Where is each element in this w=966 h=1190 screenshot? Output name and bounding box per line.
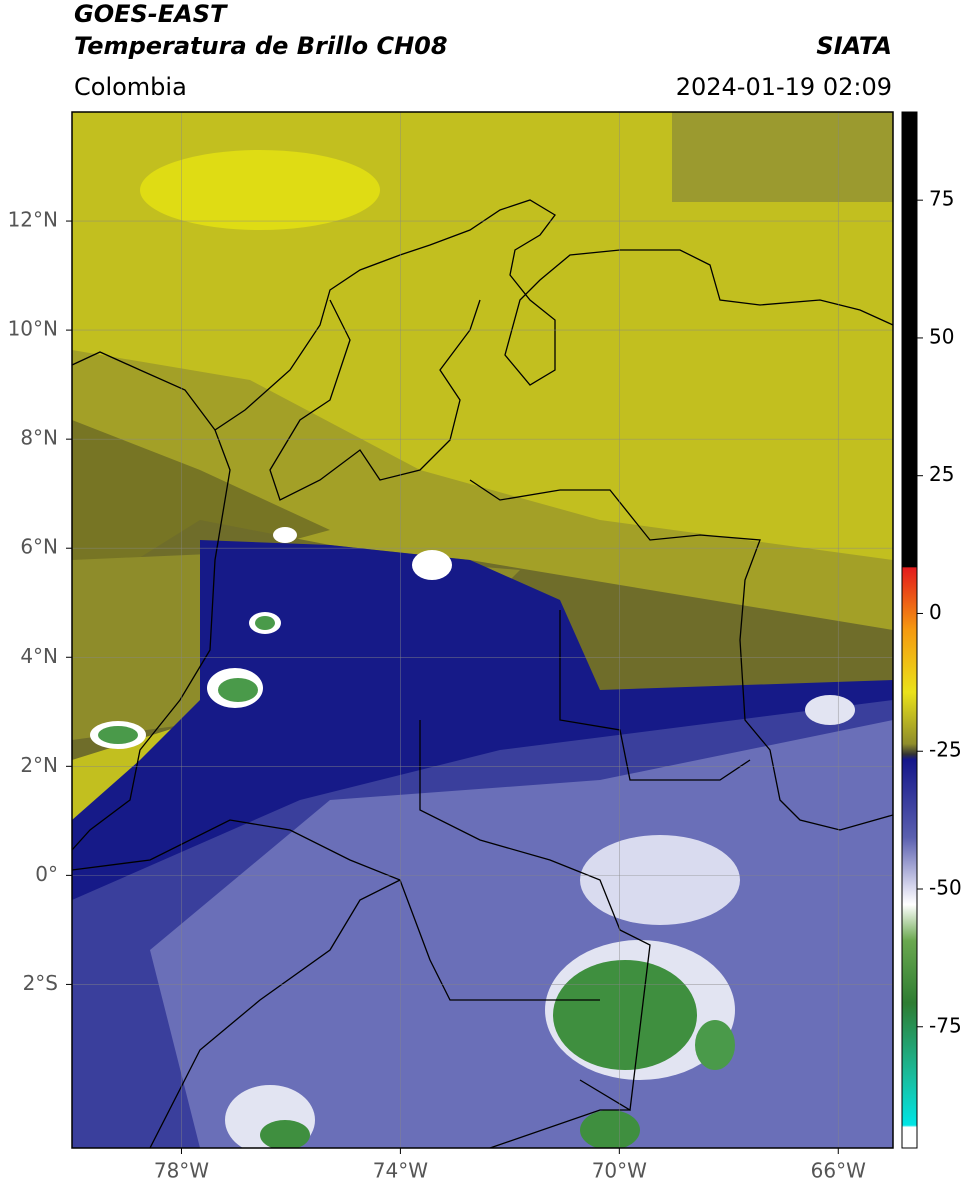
x-tick-label: 78°W [154,1159,209,1183]
datetime: 2024-01-19 02:09 [676,73,892,101]
y-tick-label: 2°S [23,971,58,995]
satellite-image [72,112,893,1148]
y-tick-label: 12°N [8,208,58,232]
colorbar [901,111,918,1149]
y-tick-label: 8°N [20,426,58,450]
y-tick-label: 2°N [20,753,58,777]
y-tick-label: 0° [35,862,58,886]
x-tick-label: 66°W [811,1159,866,1183]
x-tick-label: 70°W [592,1159,647,1183]
colorbar-tick-label: 25 [929,462,954,486]
title: GOES-EAST [74,0,228,28]
colorbar-tick-label: 0 [929,600,942,624]
colorbar-tick-label: -50 [929,876,962,900]
x-tick-label: 74°W [373,1159,428,1183]
subtitle: Temperatura de Brillo CH08 [74,32,448,60]
colorbar-tick-label: 75 [929,187,954,211]
y-tick-label: 6°N [20,535,58,559]
y-tick-label: 10°N [8,317,58,341]
colorbar-tick-label: -75 [929,1013,962,1037]
source: SIATA [816,32,892,60]
region: Colombia [74,73,187,101]
colorbar-tick-label: -25 [929,738,962,762]
y-tick-label: 4°N [20,644,58,668]
map-frame [71,111,894,1149]
colorbar-tick-label: 50 [929,324,954,348]
